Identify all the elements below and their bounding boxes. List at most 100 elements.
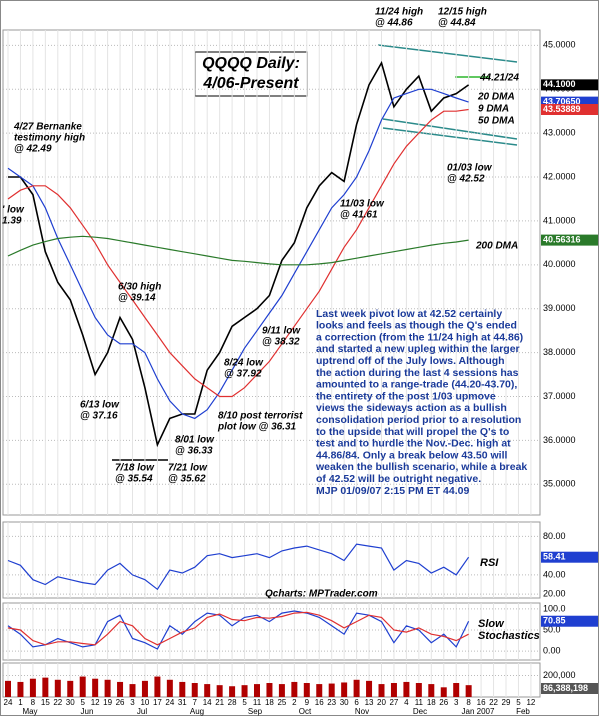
annotation: 9 DMA: [478, 104, 509, 115]
x-tick-label: 14: [203, 698, 212, 707]
x-tick-label: 12: [91, 698, 100, 707]
x-tick-label: 5: [516, 698, 521, 707]
x-tick-label: 23: [327, 698, 336, 707]
y-tick-label: 200,000: [543, 670, 576, 680]
volume-bar: [453, 683, 460, 697]
value-box: [541, 103, 598, 115]
volume-bar: [316, 684, 323, 697]
x-tick-label: 19: [103, 698, 112, 707]
x-tick-label: 2: [292, 698, 297, 707]
volume-bar: [403, 681, 410, 697]
title-box: [194, 51, 308, 97]
annotation: @ 35.54: [115, 474, 153, 485]
x-tick-label: 16: [315, 698, 324, 707]
series-line: [7, 611, 469, 646]
value-box: [541, 96, 598, 108]
x-tick-label: 16: [477, 698, 486, 707]
annotation: 9/11 low: [262, 326, 301, 337]
month-label: Oct: [299, 707, 312, 716]
x-tick-label: 12: [526, 698, 535, 707]
commentary-line: the entirety of the post 1/03 upmove: [316, 390, 496, 402]
volume-bar: [191, 683, 198, 697]
x-tick-label: 29: [502, 698, 511, 707]
annotation: 7/18 low: [115, 463, 155, 474]
value-box-label: 43.53889: [543, 104, 581, 114]
annotation: 8/24 low: [224, 358, 264, 369]
commentary-line: consolidation period prior to a resoluti…: [316, 414, 521, 426]
volume-bar: [92, 678, 99, 697]
x-tick-label: 11: [415, 698, 424, 707]
volume-bar: [5, 680, 11, 697]
x-tick-label: 15: [41, 698, 50, 707]
x-tick-label: 8: [466, 698, 471, 707]
volume-bar: [42, 677, 49, 697]
annotation: @ 36.33: [175, 446, 213, 457]
series-line: [7, 108, 469, 398]
y-tick-label: 43.0000: [543, 128, 576, 138]
annotation: 6/30 high: [118, 282, 161, 293]
annotation: 12/15 high: [438, 7, 487, 18]
series-line: [8, 60, 470, 448]
annotation: @ 44.84: [438, 18, 476, 29]
y-tick-label: 41.0000: [543, 215, 576, 225]
month-label: May: [22, 707, 37, 716]
volume-bar: [67, 680, 74, 697]
x-tick-label: 8: [31, 698, 36, 707]
channel-line: [382, 127, 518, 146]
commentary-line: test and to hurdle the Nov.-Dec. high at: [316, 438, 511, 450]
annotation: 1.39: [2, 216, 22, 227]
volume-bar: [465, 685, 472, 697]
rsi-panel: [2, 521, 541, 599]
annotation: @ 41.61: [340, 210, 378, 221]
series-line: [7, 543, 470, 591]
month-label: Nov: [355, 707, 369, 716]
volume-bar: [216, 685, 223, 697]
annotation: @ 35.62: [168, 474, 206, 485]
x-tick-label: 31: [178, 698, 187, 707]
source-label: Qcharts: MPTrader.com: [265, 589, 378, 600]
x-tick-label: 11: [253, 698, 262, 707]
x-tick-label: 13: [365, 698, 374, 707]
value-box-label: 86,388,198: [543, 683, 588, 693]
month-label: Sep: [248, 707, 263, 716]
chart-title: 4/06-Present: [202, 75, 299, 92]
x-tick-label: 30: [66, 698, 75, 707]
volume-bar: [353, 679, 360, 697]
x-tick-label: 22: [489, 698, 498, 707]
annotation: @ 42.49: [14, 144, 52, 155]
x-tick-label: 27: [389, 698, 398, 707]
x-tick-label: 25: [277, 698, 286, 707]
volume-bar: [29, 678, 36, 697]
volume-bar: [366, 680, 373, 697]
value-box-label: 40.56316: [543, 234, 581, 244]
volume-bar: [278, 684, 285, 697]
x-tick-label: 5: [242, 698, 247, 707]
x-tick-label: 5: [80, 698, 85, 707]
value-box-label: 70.85: [543, 616, 566, 626]
stoch-panel: [2, 602, 541, 661]
annotation: 4/27 Bernanke: [13, 122, 82, 133]
value-box: [541, 615, 598, 627]
volume-bar: [154, 676, 161, 697]
volume-bar: [229, 686, 236, 697]
volume-bar: [341, 682, 348, 697]
commentary-line: looks and feels as though the Q's ended: [316, 320, 517, 332]
annotation: @ 42.52: [447, 174, 485, 185]
y-tick-label: 36.0000: [543, 435, 576, 445]
y-tick-label: 100.0: [543, 603, 566, 613]
x-tick-label: 30: [340, 698, 349, 707]
annotation: 11/24 high: [375, 7, 423, 18]
series-line: [7, 235, 469, 266]
annotation: @ 37.16: [80, 411, 118, 422]
commentary-line: of 42.52 will be outright negative.: [316, 473, 481, 485]
commentary-line: weaken the bullish scenario, while a bre…: [315, 461, 527, 473]
y-tick-label: 0.00: [543, 646, 561, 656]
annotation: @ 44.86: [375, 18, 413, 29]
value-box-label: 43.70650: [543, 97, 581, 107]
x-tick-label: 10: [140, 698, 149, 707]
month-label: Dec: [413, 707, 427, 716]
series-name: 20 DMA: [477, 92, 515, 103]
stoch-title: Slow: [478, 618, 505, 630]
volume-bar: [254, 684, 260, 697]
